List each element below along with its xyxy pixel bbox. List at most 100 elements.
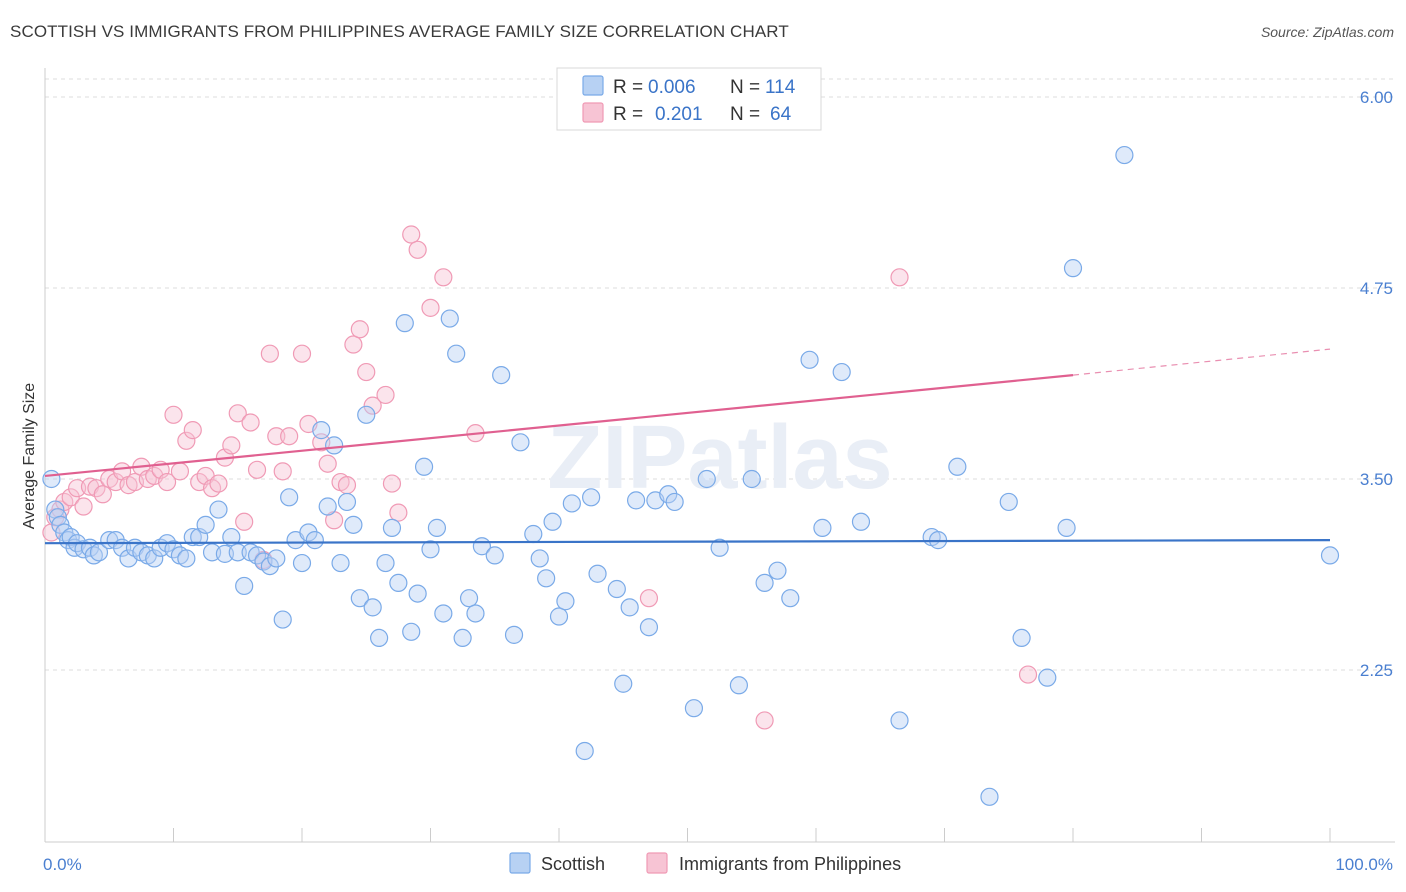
scottish-point bbox=[659, 485, 678, 504]
scottish-point bbox=[562, 494, 581, 513]
philippines-point bbox=[228, 404, 247, 423]
philippines-point bbox=[389, 503, 408, 522]
scottish-point bbox=[228, 543, 247, 562]
scottish-point bbox=[453, 628, 472, 648]
bottom-legend-label-scottish: Scottish bbox=[541, 854, 605, 874]
legend-n-label: N = bbox=[730, 104, 760, 125]
philippines-point bbox=[260, 344, 279, 363]
philippines-point bbox=[350, 320, 369, 339]
scottish-point bbox=[768, 561, 787, 580]
scottish-point bbox=[421, 540, 440, 559]
philippines-point bbox=[183, 421, 202, 440]
scottish-point bbox=[524, 524, 543, 544]
legend-r-value: 0.006 bbox=[648, 77, 696, 98]
philippines-point bbox=[170, 462, 190, 481]
scottish-point bbox=[1063, 259, 1083, 278]
watermark: ZIPatlas bbox=[547, 408, 892, 508]
scottish-point bbox=[440, 309, 459, 328]
scottish-point bbox=[556, 592, 575, 611]
scottish-point bbox=[639, 618, 659, 637]
scottish-point bbox=[832, 362, 851, 382]
scottish-point bbox=[492, 365, 511, 385]
legend-n-value: 114 bbox=[765, 77, 796, 98]
philippines-point bbox=[209, 474, 228, 493]
scottish-point bbox=[626, 491, 646, 510]
trend-line-philippines-projection bbox=[1072, 348, 1331, 376]
scottish-point bbox=[588, 564, 607, 583]
scottish-point bbox=[395, 314, 414, 333]
philippines-point bbox=[1018, 665, 1038, 684]
scottish-point bbox=[665, 492, 684, 512]
scottish-point bbox=[755, 573, 774, 593]
scottish-point bbox=[42, 469, 61, 489]
scottish-point bbox=[607, 579, 626, 599]
philippines-point bbox=[280, 427, 299, 446]
trend-line-philippines bbox=[44, 374, 1074, 478]
philippines-point bbox=[93, 485, 112, 504]
scottish-point bbox=[427, 518, 447, 537]
philippines-point bbox=[382, 474, 402, 493]
y-tick-label: 4.75 bbox=[1360, 279, 1393, 298]
chart-title: SCOTTISH VS IMMIGRANTS FROM PHILIPPINES … bbox=[10, 22, 789, 41]
scottish-point bbox=[582, 488, 601, 507]
x-tick-label: 0.0% bbox=[43, 855, 82, 874]
philippines-point bbox=[402, 225, 421, 244]
scottish-point bbox=[408, 584, 427, 603]
source-credit: Source: ZipAtlas.com bbox=[1260, 24, 1394, 40]
philippines-point bbox=[357, 362, 376, 382]
philippines-point bbox=[408, 240, 427, 259]
philippines-point bbox=[639, 589, 659, 608]
legend-swatch-philippines bbox=[582, 102, 604, 123]
scottish-point bbox=[697, 469, 716, 489]
scottish-point bbox=[999, 492, 1018, 512]
scottish-point bbox=[145, 549, 164, 568]
y-tick-label: 2.25 bbox=[1360, 661, 1393, 680]
philippines-point bbox=[267, 427, 286, 446]
scottish-point bbox=[1320, 546, 1340, 565]
philippines-point bbox=[74, 497, 93, 516]
scottish-point bbox=[273, 610, 292, 629]
scottish-point bbox=[74, 540, 93, 559]
scottish-point bbox=[575, 741, 594, 761]
scottish-point bbox=[280, 488, 299, 507]
scottish-point bbox=[376, 553, 395, 573]
scottish-point bbox=[267, 549, 286, 568]
scottish-point bbox=[350, 589, 369, 608]
scottish-point bbox=[1038, 668, 1057, 687]
philippines-point bbox=[434, 268, 453, 287]
scottish-point bbox=[890, 711, 909, 730]
scottish-point bbox=[389, 573, 408, 593]
scottish-point bbox=[84, 546, 103, 565]
scottish-point bbox=[620, 598, 639, 617]
y-axis-title: Average Family Size bbox=[21, 383, 38, 530]
scottish-point bbox=[183, 527, 202, 547]
scottish-point bbox=[414, 457, 434, 476]
bottom-legend: Scottish Immigrants from Philippines bbox=[509, 852, 901, 874]
scottish-point bbox=[305, 531, 324, 550]
bottom-legend-swatch-scottish bbox=[509, 852, 531, 874]
legend-r-value: 0.201 bbox=[655, 104, 703, 125]
legend-r-label: R = bbox=[613, 77, 643, 98]
philippines-point bbox=[241, 413, 260, 432]
x-tick-label: 100.0% bbox=[1335, 855, 1393, 874]
scottish-point bbox=[318, 497, 337, 516]
scottish-point bbox=[459, 589, 479, 608]
philippines-point bbox=[164, 405, 183, 424]
philippines-point bbox=[292, 344, 312, 363]
scottish-point bbox=[948, 457, 967, 476]
philippines-point bbox=[61, 488, 80, 507]
scottish-point bbox=[537, 569, 556, 588]
scottish-point bbox=[781, 589, 800, 608]
scottish-point bbox=[222, 527, 241, 547]
scottish-point bbox=[684, 699, 704, 718]
scottish-point bbox=[292, 553, 312, 573]
scottish-point bbox=[729, 676, 749, 695]
scottish-point bbox=[312, 421, 331, 440]
bottom-legend-swatch-philippines bbox=[646, 852, 668, 874]
y-tick-label: 3.50 bbox=[1360, 470, 1393, 489]
y-tick-labels: 2.25 3.50 4.75 6.00 bbox=[1360, 88, 1393, 680]
scottish-point bbox=[466, 604, 485, 623]
philippines-point bbox=[363, 396, 382, 415]
legend-n-label: N = bbox=[730, 77, 760, 98]
